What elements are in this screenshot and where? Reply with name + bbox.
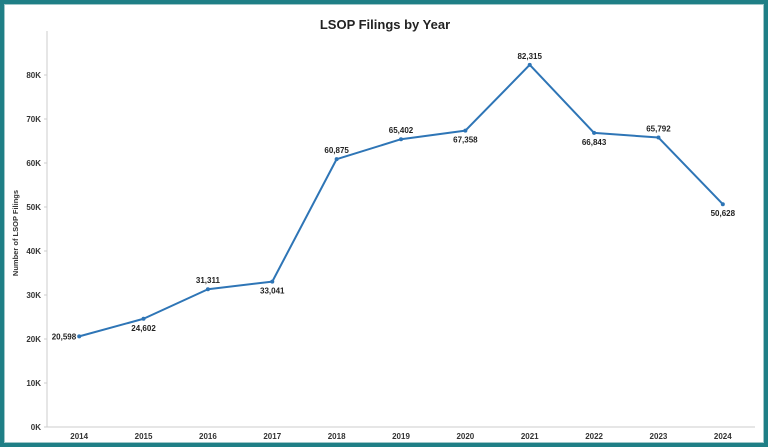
- data-point: [205, 287, 210, 292]
- x-tick-label: 2022: [585, 432, 603, 441]
- y-tick-label: 70K: [26, 115, 41, 124]
- data-point: [463, 128, 468, 133]
- x-tick-label: 2023: [650, 432, 668, 441]
- data-label: 65,792: [646, 125, 671, 134]
- x-tick-label: 2017: [263, 432, 281, 441]
- y-axis-label: Number of LSOP Filings: [11, 190, 20, 276]
- data-label: 20,598: [52, 332, 77, 341]
- axes: [46, 31, 755, 428]
- x-tick-label: 2015: [135, 432, 153, 441]
- data-label: 33,041: [260, 287, 285, 296]
- y-axis-ticks: 0K 10K 20K 30K 40K 50K 60K 70K 80K: [26, 71, 47, 432]
- x-tick-label: 2024: [714, 432, 732, 441]
- x-tick-label: 2021: [521, 432, 539, 441]
- y-tick-label: 20K: [26, 335, 41, 344]
- data-label: 82,315: [517, 52, 542, 61]
- data-point: [656, 135, 661, 140]
- data-label: 65,402: [389, 126, 414, 135]
- y-tick-label: 80K: [26, 71, 41, 80]
- data-label: 24,602: [131, 324, 156, 333]
- data-point: [141, 316, 146, 321]
- x-tick-label: 2020: [456, 432, 474, 441]
- data-point: [399, 137, 403, 142]
- chart-frame: LSOP Filings by Year 0K 10K 20K 30K 40K 50K 60…: [4, 4, 764, 443]
- y-tick-label: 50K: [26, 203, 41, 212]
- data-point: [334, 157, 339, 162]
- series-filings: [77, 62, 725, 339]
- data-label: 31,311: [196, 276, 221, 285]
- data-point: [527, 62, 532, 67]
- data-label: 60,875: [324, 146, 349, 155]
- y-tick-label: 40K: [26, 247, 41, 256]
- x-axis-ticks: 2014 2015 2016 2017 2018 2019 2020 2021 2022 2023…: [70, 432, 732, 441]
- y-tick-label: 30K: [26, 291, 41, 300]
- data-labels: 20,598 24,602 31,311 33,041 60,875 65,402 67,3…: [52, 52, 736, 342]
- x-tick-label: 2016: [199, 432, 217, 441]
- data-label: 67,358: [453, 136, 478, 145]
- data-point: [720, 202, 725, 207]
- x-tick-label: 2014: [70, 432, 88, 441]
- chart-title: LSOP Filings by Year: [319, 17, 451, 32]
- data-point: [270, 279, 275, 284]
- series-line: [78, 63, 724, 338]
- data-label: 66,843: [582, 138, 607, 147]
- y-tick-label: 10K: [26, 379, 41, 388]
- x-tick-label: 2019: [392, 432, 410, 441]
- y-tick-label: 60K: [26, 159, 41, 168]
- data-point: [592, 130, 597, 135]
- data-point: [77, 334, 82, 339]
- x-tick-label: 2018: [328, 432, 346, 441]
- data-label: 50,628: [711, 209, 736, 218]
- y-tick-label: 0K: [31, 423, 41, 432]
